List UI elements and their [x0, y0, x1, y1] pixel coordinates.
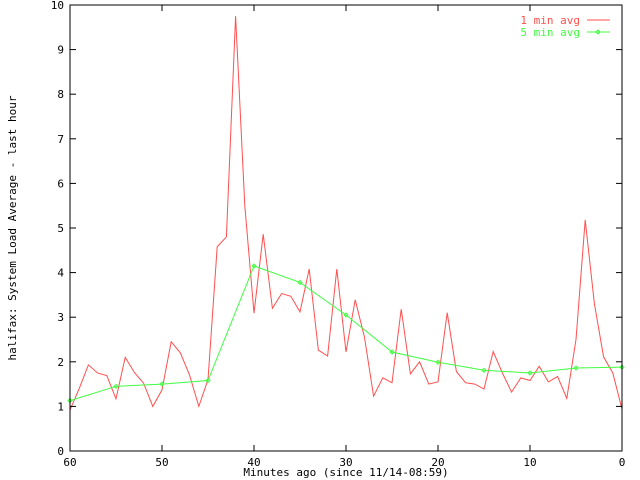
y-axis-label: halifax: System Load Average - last hour — [6, 95, 19, 360]
series-layer — [67, 16, 625, 411]
data-point-5min — [573, 365, 579, 371]
x-tick-label: 60 — [63, 456, 76, 469]
data-point-5min — [251, 263, 257, 269]
y-tick-label: 0 — [57, 445, 64, 458]
legend: 1 min avg 5 min avg — [520, 14, 610, 39]
x-axis-label: Minutes ago (since 11/14-08:59) — [243, 466, 448, 479]
data-point-5min — [343, 312, 349, 318]
y-tick-label: 4 — [57, 267, 64, 280]
y-tick-label: 7 — [57, 133, 64, 146]
data-point-5min — [389, 349, 395, 355]
y-tick-label: 5 — [57, 222, 64, 235]
y-tick-label: 6 — [57, 177, 64, 190]
x-tick-label: 30 — [339, 456, 352, 469]
y-tick-label: 3 — [57, 311, 64, 324]
y-tick-label: 9 — [57, 44, 64, 57]
x-tick-label: 10 — [523, 456, 536, 469]
y-tick-label: 8 — [57, 88, 64, 101]
legend-marker-5min — [595, 29, 601, 35]
y-tick-label: 2 — [57, 356, 64, 369]
data-point-5min — [435, 359, 441, 365]
data-point-5min — [619, 364, 625, 370]
y-tick-label: 10 — [51, 0, 64, 12]
data-point-5min — [159, 381, 165, 387]
x-tick-label: 50 — [155, 456, 168, 469]
data-point-5min — [113, 383, 119, 390]
data-point-5min — [297, 279, 303, 286]
data-point-5min — [481, 367, 487, 373]
x-tick-label: 20 — [431, 456, 444, 469]
ticks-layer: 60 50 40 30 20 10 0 0 1 2 3 4 5 6 7 8 9 10 — [51, 0, 626, 469]
data-point-5min — [527, 370, 533, 376]
legend-label-5min: 5 min avg — [520, 26, 580, 39]
y-tick-label: 1 — [57, 400, 64, 413]
series-line-5min — [69, 265, 623, 402]
x-tick-label: 0 — [619, 456, 626, 469]
x-tick-label: 40 — [247, 456, 260, 469]
data-point-5min — [67, 397, 73, 404]
legend-label-1min: 1 min avg — [520, 14, 580, 27]
data-point-5min — [205, 377, 211, 384]
series-line-1min — [69, 16, 623, 411]
